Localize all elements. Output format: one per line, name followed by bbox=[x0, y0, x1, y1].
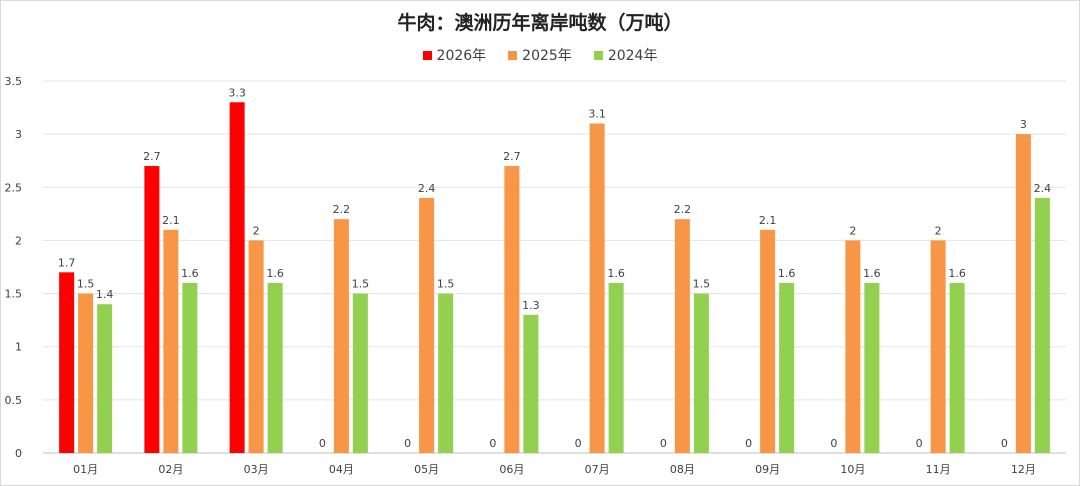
data-label: 0 bbox=[660, 437, 667, 450]
bar bbox=[949, 282, 965, 453]
y-tick-label: 2 bbox=[15, 234, 22, 247]
data-label: 1.6 bbox=[181, 267, 199, 280]
y-tick-label: 2.5 bbox=[5, 181, 23, 194]
data-label: 2.7 bbox=[143, 150, 161, 163]
legend-swatch-2024 bbox=[593, 50, 603, 60]
x-tick-label: 03月 bbox=[244, 463, 269, 476]
data-label: 1.5 bbox=[693, 278, 711, 291]
data-label: 1.6 bbox=[863, 267, 881, 280]
legend-item-2024: 2024年 bbox=[593, 45, 658, 65]
data-label: 1.4 bbox=[96, 288, 114, 301]
bar bbox=[333, 219, 349, 453]
bar bbox=[97, 304, 113, 453]
y-tick-label: 1 bbox=[15, 341, 22, 354]
bar bbox=[438, 293, 454, 453]
data-label: 0 bbox=[1001, 437, 1008, 450]
bar bbox=[352, 293, 368, 453]
x-tick-label: 11月 bbox=[926, 463, 951, 476]
x-tick-label: 06月 bbox=[499, 463, 524, 476]
data-label: 3 bbox=[1020, 118, 1027, 131]
bar bbox=[864, 282, 880, 453]
bar bbox=[59, 272, 75, 453]
data-label: 2.4 bbox=[418, 182, 436, 195]
legend-item-2026: 2026年 bbox=[422, 45, 487, 65]
data-label: 1.7 bbox=[58, 256, 76, 269]
data-label: 1.5 bbox=[352, 278, 370, 291]
bar bbox=[779, 282, 795, 453]
bar bbox=[229, 102, 245, 453]
data-label: 2.1 bbox=[162, 214, 180, 227]
x-tick-label: 08月 bbox=[670, 463, 695, 476]
data-label: 2.2 bbox=[674, 203, 692, 216]
data-label: 2 bbox=[253, 224, 260, 237]
data-label: 0 bbox=[575, 437, 582, 450]
data-label: 1.6 bbox=[778, 267, 796, 280]
bar bbox=[248, 240, 264, 453]
x-tick-label: 04月 bbox=[329, 463, 354, 476]
y-tick-label: 0 bbox=[15, 447, 22, 460]
data-label: 0 bbox=[916, 437, 923, 450]
data-label: 1.3 bbox=[522, 299, 540, 312]
x-tick-label: 05月 bbox=[414, 463, 439, 476]
bar bbox=[845, 240, 861, 453]
y-tick-label: 1.5 bbox=[5, 288, 23, 301]
bar bbox=[674, 219, 690, 453]
data-label: 3.1 bbox=[588, 108, 606, 121]
bar bbox=[608, 282, 624, 453]
x-tick-label: 02月 bbox=[158, 463, 183, 476]
x-tick-label: 07月 bbox=[585, 463, 610, 476]
data-label: 1.6 bbox=[266, 267, 284, 280]
x-tick-label: 10月 bbox=[840, 463, 865, 476]
bar bbox=[589, 123, 605, 453]
bar bbox=[523, 314, 539, 453]
y-tick-label: 3 bbox=[15, 128, 22, 141]
legend-label-2024: 2024年 bbox=[607, 48, 658, 64]
data-label: 1.5 bbox=[77, 278, 95, 291]
bar bbox=[182, 282, 198, 453]
data-label: 2.2 bbox=[333, 203, 351, 216]
data-label: 2 bbox=[849, 224, 856, 237]
bar bbox=[693, 293, 709, 453]
legend-label-2025: 2025年 bbox=[522, 48, 572, 64]
data-label: 2.7 bbox=[503, 150, 521, 163]
x-tick-label: 09月 bbox=[755, 463, 780, 476]
bar bbox=[419, 197, 435, 453]
bar bbox=[1034, 197, 1050, 453]
x-tick-label: 01月 bbox=[73, 463, 98, 476]
data-label: 2.1 bbox=[759, 214, 777, 227]
bar bbox=[163, 229, 179, 453]
bar bbox=[760, 229, 776, 453]
chart-legend: 2026年 2025年 2024年 bbox=[0, 45, 1080, 65]
bar bbox=[267, 282, 283, 453]
y-tick-label: 3.5 bbox=[5, 75, 23, 88]
legend-label-2026: 2026年 bbox=[436, 48, 487, 64]
x-tick-label: 12月 bbox=[1011, 463, 1036, 476]
legend-item-2025: 2025年 bbox=[508, 45, 572, 65]
data-label: 0 bbox=[830, 437, 837, 450]
data-label: 2 bbox=[935, 224, 942, 237]
data-label: 0 bbox=[745, 437, 752, 450]
bar bbox=[930, 240, 946, 453]
bar bbox=[78, 293, 94, 453]
bar bbox=[1015, 134, 1031, 453]
bar bbox=[144, 166, 160, 453]
legend-swatch-2026 bbox=[422, 50, 432, 60]
legend-swatch-2025 bbox=[508, 50, 518, 60]
data-label: 1.5 bbox=[437, 278, 455, 291]
data-label: 0 bbox=[404, 437, 411, 450]
bar bbox=[504, 166, 520, 453]
data-label: 3.3 bbox=[228, 86, 246, 99]
data-label: 2.4 bbox=[1034, 182, 1052, 195]
data-label: 0 bbox=[489, 437, 496, 450]
chart-title: 牛肉：澳洲历年离岸吨数（万吨） bbox=[397, 12, 683, 34]
data-label: 1.6 bbox=[948, 267, 966, 280]
data-label: 0 bbox=[319, 437, 326, 450]
data-label: 1.6 bbox=[607, 267, 625, 280]
y-tick-label: 0.5 bbox=[5, 394, 23, 407]
